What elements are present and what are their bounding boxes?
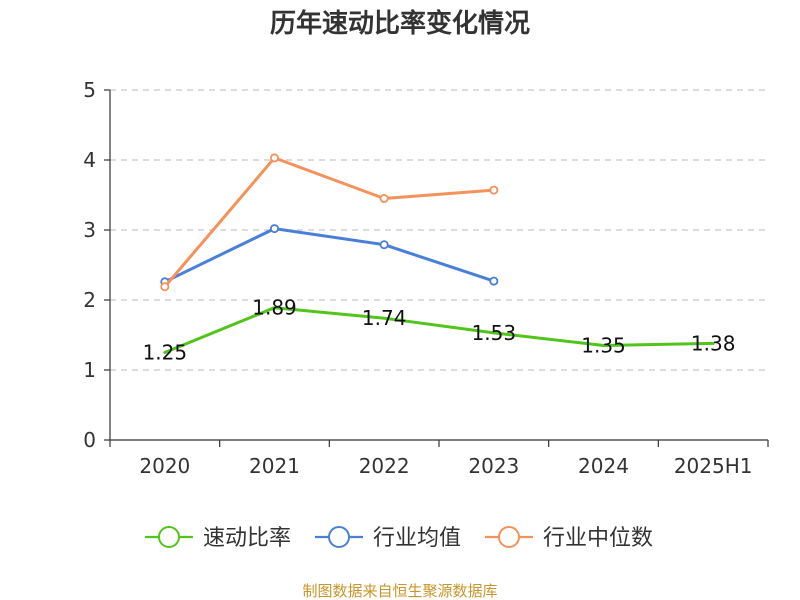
y-tick-label: 4 bbox=[83, 148, 96, 172]
data-labels: 1.25 1.89 1.74 1.53 1.35 1.38 bbox=[143, 296, 736, 365]
data-label: 1.25 bbox=[143, 341, 188, 365]
legend-item-1[interactable]: 行业均值 bbox=[315, 526, 461, 551]
legend-marker-icon bbox=[158, 526, 180, 548]
x-tick-label: 2023 bbox=[468, 454, 519, 478]
legend[interactable]: 速动比率 行业均值 行业中位数 bbox=[145, 526, 653, 551]
data-label: 1.74 bbox=[362, 306, 407, 330]
source-note: 制图数据来自恒生聚源数据库 bbox=[302, 582, 497, 600]
y-tick-label: 0 bbox=[83, 428, 96, 452]
legend-label: 速动比率 bbox=[203, 526, 291, 551]
x-tick-label: 2020 bbox=[139, 454, 190, 478]
axes: 0 1 2 3 4 5 2020 2021 2022 2023 2024 2025H1 bbox=[83, 78, 769, 478]
data-point bbox=[379, 240, 389, 250]
series-line-2 bbox=[163, 156, 496, 289]
data-label: 1.53 bbox=[472, 321, 517, 345]
y-tick-label: 5 bbox=[83, 78, 96, 102]
legend-item-0[interactable]: 速动比率 bbox=[145, 526, 291, 551]
legend-label: 行业均值 bbox=[373, 526, 461, 551]
legend-label: 行业中位数 bbox=[543, 526, 653, 551]
legend-marker-icon bbox=[498, 526, 520, 548]
x-tick-label: 2025H1 bbox=[674, 454, 753, 478]
y-tick-label: 3 bbox=[83, 218, 96, 242]
y-tick-label: 2 bbox=[83, 288, 96, 312]
data-label: 1.35 bbox=[581, 334, 626, 358]
data-label: 1.38 bbox=[691, 331, 736, 355]
data-point bbox=[269, 153, 279, 163]
data-point bbox=[160, 282, 170, 292]
grid bbox=[110, 89, 768, 371]
data-point bbox=[489, 185, 499, 195]
y-tick-label: 1 bbox=[83, 358, 96, 382]
series-line-1 bbox=[163, 227, 496, 284]
x-tick-label: 2022 bbox=[359, 454, 410, 478]
x-tick-label: 2021 bbox=[249, 454, 300, 478]
legend-marker-icon bbox=[328, 526, 350, 548]
legend-item-2[interactable]: 行业中位数 bbox=[485, 526, 653, 551]
data-point bbox=[489, 276, 499, 286]
data-label: 1.89 bbox=[252, 296, 297, 320]
series-line-0 bbox=[163, 306, 715, 354]
series-layer bbox=[160, 153, 715, 354]
chart-title: 历年速动比率变化情况 bbox=[270, 8, 530, 39]
data-point bbox=[379, 193, 389, 203]
x-tick-label: 2024 bbox=[578, 454, 629, 478]
data-point bbox=[269, 224, 279, 234]
